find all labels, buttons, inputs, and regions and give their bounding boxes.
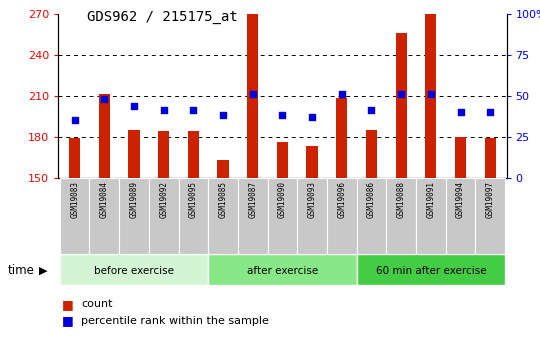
Text: GSM19088: GSM19088 — [397, 181, 406, 218]
Bar — [60, 254, 208, 285]
Bar — [129, 130, 140, 178]
Text: GSM19092: GSM19092 — [159, 181, 168, 218]
Text: GSM19084: GSM19084 — [100, 181, 109, 218]
Text: GSM19093: GSM19093 — [308, 181, 316, 218]
Bar — [446, 178, 475, 254]
Point — [397, 91, 406, 97]
Bar — [336, 98, 347, 178]
Point — [456, 109, 465, 115]
Bar — [307, 146, 318, 178]
Bar — [218, 160, 229, 178]
Text: GSM19087: GSM19087 — [248, 181, 257, 218]
Text: GSM19095: GSM19095 — [189, 181, 198, 218]
Bar — [119, 178, 149, 254]
Text: 60 min after exercise: 60 min after exercise — [375, 266, 486, 276]
Text: GSM19085: GSM19085 — [219, 181, 227, 218]
Bar — [395, 33, 407, 178]
Text: GSM19090: GSM19090 — [278, 181, 287, 218]
Bar — [455, 137, 466, 178]
Point — [338, 91, 346, 97]
Bar — [297, 178, 327, 254]
Bar — [425, 14, 436, 178]
Text: ■: ■ — [62, 314, 74, 327]
Bar — [356, 254, 505, 285]
Bar — [149, 178, 179, 254]
Bar — [69, 138, 80, 178]
Text: GSM19097: GSM19097 — [485, 181, 495, 218]
Text: before exercise: before exercise — [94, 266, 174, 276]
Text: count: count — [81, 299, 112, 309]
Point — [308, 114, 316, 120]
Bar — [386, 178, 416, 254]
Bar — [416, 178, 446, 254]
Bar — [90, 178, 119, 254]
Bar — [247, 14, 258, 178]
Bar — [484, 138, 496, 178]
Bar — [277, 142, 288, 178]
Text: after exercise: after exercise — [247, 266, 318, 276]
Point — [189, 108, 198, 113]
Text: GSM19091: GSM19091 — [427, 181, 435, 218]
Point — [100, 96, 109, 102]
Bar — [99, 95, 110, 178]
Bar — [208, 254, 356, 285]
Point — [219, 112, 227, 118]
Bar — [158, 131, 170, 178]
Bar — [188, 131, 199, 178]
Text: GDS962 / 215175_at: GDS962 / 215175_at — [86, 10, 238, 24]
Point — [427, 91, 435, 97]
Point — [130, 103, 138, 108]
Text: GSM19096: GSM19096 — [338, 181, 346, 218]
Text: GSM19089: GSM19089 — [130, 181, 138, 218]
Text: percentile rank within the sample: percentile rank within the sample — [81, 316, 269, 326]
Point — [486, 109, 495, 115]
Point — [278, 112, 287, 118]
Point — [70, 118, 79, 123]
Text: GSM19094: GSM19094 — [456, 181, 465, 218]
Text: GSM19083: GSM19083 — [70, 181, 79, 218]
Bar — [327, 178, 356, 254]
Bar — [356, 178, 386, 254]
Bar — [60, 178, 90, 254]
Bar — [179, 178, 208, 254]
Bar — [268, 178, 297, 254]
Bar — [208, 178, 238, 254]
Bar — [238, 178, 268, 254]
Bar — [366, 130, 377, 178]
Point — [367, 108, 376, 113]
Text: ▶: ▶ — [39, 266, 48, 276]
Text: ■: ■ — [62, 298, 74, 311]
Text: time: time — [8, 264, 35, 277]
Text: GSM19086: GSM19086 — [367, 181, 376, 218]
Bar — [475, 178, 505, 254]
Point — [159, 108, 168, 113]
Point — [248, 91, 257, 97]
